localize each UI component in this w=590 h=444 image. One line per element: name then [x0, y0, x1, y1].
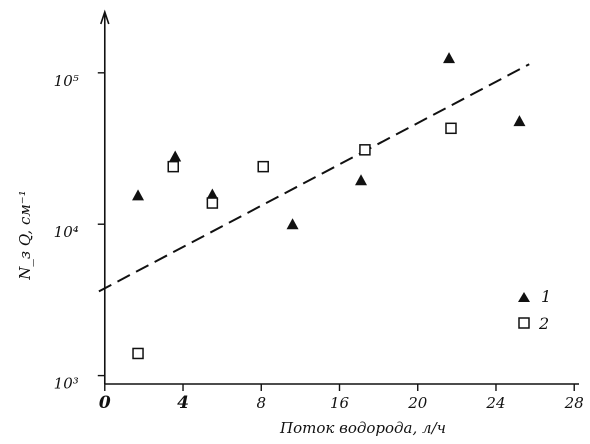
trend-line — [98, 63, 530, 293]
y-tick-label: 10⁴ — [54, 223, 79, 241]
data-point-series-2 — [445, 122, 457, 135]
x-tick-label: 16 — [330, 394, 350, 412]
axis-ticks: 0 4 8 16 20 24 28 10³ 10⁴ 10⁵ — [54, 72, 584, 413]
x-tick-label: 28 — [564, 394, 584, 412]
trend-line-group — [98, 63, 530, 293]
data-points — [132, 52, 526, 360]
data-point-series-2 — [257, 160, 269, 173]
data-point-series-1 — [286, 218, 299, 230]
data-point-series-2 — [132, 347, 144, 360]
x-tick-label: 0 — [99, 393, 111, 413]
y-axis-arrow — [100, 9, 110, 25]
y-axis-title: N_з Q, см⁻¹ — [16, 190, 34, 280]
data-point-series-2 — [359, 144, 371, 156]
x-tick-label: 8 — [256, 394, 266, 412]
legend-marker-series-2 — [518, 317, 530, 329]
axes — [100, 9, 579, 385]
data-point-series-1 — [169, 150, 182, 162]
legend-marker-series-1 — [518, 292, 530, 302]
x-axis-title: Поток водорода, л/ч — [279, 419, 446, 437]
x-tick-label: 24 — [485, 394, 505, 412]
data-point-series-1 — [355, 174, 368, 186]
legend-label-series-2: 2 — [538, 314, 549, 333]
x-tick-label: 20 — [407, 394, 428, 412]
x-tick-label: 4 — [177, 393, 189, 413]
data-point-series-1 — [513, 115, 526, 127]
data-point-series-2 — [206, 197, 219, 209]
y-tick-label: 10³ — [54, 375, 79, 393]
y-tick-label: 10⁵ — [54, 72, 79, 90]
data-point-series-1 — [443, 52, 456, 64]
data-point-series-1 — [132, 189, 145, 201]
data-point-series-1 — [206, 188, 219, 200]
legend-label-series-1: 1 — [541, 287, 551, 306]
legend: 1 2 — [518, 287, 551, 333]
data-point-series-2 — [167, 160, 179, 173]
